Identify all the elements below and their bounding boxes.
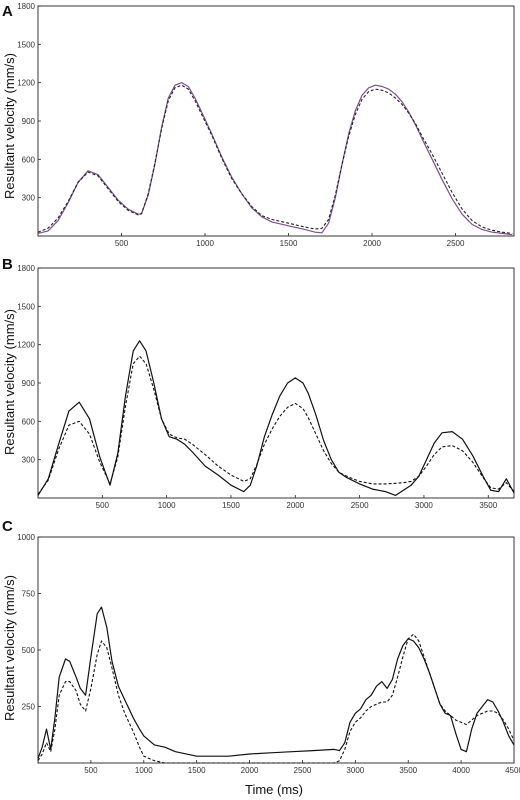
panel-b-y-tick-label: 600 <box>22 417 36 426</box>
panel-c-solid-velocity-line <box>37 606 515 759</box>
panel-c-letter: C <box>2 518 13 535</box>
panel-c-y-tick-label: 250 <box>22 703 36 712</box>
panel-a-y-tick-label: 1500 <box>17 40 35 49</box>
panel-c-x-tick-label: 4500 <box>505 766 520 775</box>
panel-a-x-tick-label: 2500 <box>447 239 465 248</box>
panel-a-x-tick-label: 500 <box>115 239 129 248</box>
panel-c-x-axis-title: Time (ms) <box>245 782 303 797</box>
panel-b-plot-frame <box>37 267 515 499</box>
panel-b-y-tick-label: 1800 <box>17 264 35 273</box>
panel-c-x-tick-label: 1000 <box>135 766 153 775</box>
panel-b-x-tick-label: 2500 <box>351 501 369 510</box>
panel-c-x-tick-label: 500 <box>84 766 98 775</box>
panel-b-letter: B <box>2 256 13 273</box>
panel-a-y-tick-label: 1200 <box>17 79 35 88</box>
panel-b-y-tick-label: 900 <box>22 379 36 388</box>
panel-a-x-tick-label: 1000 <box>196 239 214 248</box>
panel-b-x-tick-label: 3000 <box>415 501 433 510</box>
panel-b-x-tick-label: 1500 <box>222 501 240 510</box>
panel-a-dashed-velocity-line <box>37 84 513 234</box>
panel-a-y-axis-title: Resultant velocity (mm/s) <box>2 53 17 199</box>
panel-c-dashed-velocity-line <box>37 633 515 764</box>
panel-b-x-tick-label: 1000 <box>158 501 176 510</box>
panel-a-letter: A <box>2 3 13 20</box>
panel-c-x-tick-label: 2500 <box>294 766 312 775</box>
panel-c-y-axis-title: Resultant velocity (mm/s) <box>2 575 17 721</box>
panel-a-y-tick-label: 900 <box>22 117 36 126</box>
panel-b-y-tick-label: 1500 <box>17 302 35 311</box>
panel-c-y-tick-label: 750 <box>22 590 36 599</box>
panel-b-x-tick-label: 2000 <box>286 501 304 510</box>
panel-a-x-tick-label: 2000 <box>363 239 381 248</box>
panel-b: B Resultant velocity (mm/s) 500 1000 1500 2… <box>2 256 515 510</box>
panel-a-solid-velocity-line <box>37 82 513 236</box>
panel-c-plot-frame <box>37 536 515 764</box>
panel-c-y-tick-label: 500 <box>22 646 36 655</box>
panel-b-dashed-velocity-line <box>37 355 515 495</box>
panel-c-y-tick-label: 1000 <box>17 533 35 542</box>
panel-c: C Resultant velocity (mm/s) Time (ms) 50… <box>2 518 520 797</box>
panel-b-x-tick-label: 500 <box>96 501 110 510</box>
panel-a-y-tick-label: 600 <box>22 155 36 164</box>
panel-b-y-tick-label: 1200 <box>17 341 35 350</box>
panel-c-x-tick-label: 3500 <box>399 766 417 775</box>
panel-a-plot-frame <box>37 5 515 237</box>
panel-a-x-tick-label: 1500 <box>280 239 298 248</box>
panel-a: A Resultant velocity (mm/s) 500 1000 1500 2… <box>2 2 515 248</box>
panel-c-x-tick-label: 1500 <box>188 766 206 775</box>
panel-a-y-tick-label: 300 <box>22 194 36 203</box>
panel-b-y-axis-title: Resultant velocity (mm/s) <box>2 309 17 455</box>
panel-b-x-tick-label: 3500 <box>479 501 497 510</box>
panel-c-x-tick-label: 2000 <box>241 766 259 775</box>
panel-a-y-tick-label: 1800 <box>17 2 35 11</box>
panel-b-y-tick-label: 300 <box>22 456 36 465</box>
panel-b-solid-velocity-line <box>37 340 515 496</box>
panel-c-x-tick-label: 4000 <box>452 766 470 775</box>
panel-c-x-tick-label: 3000 <box>346 766 364 775</box>
